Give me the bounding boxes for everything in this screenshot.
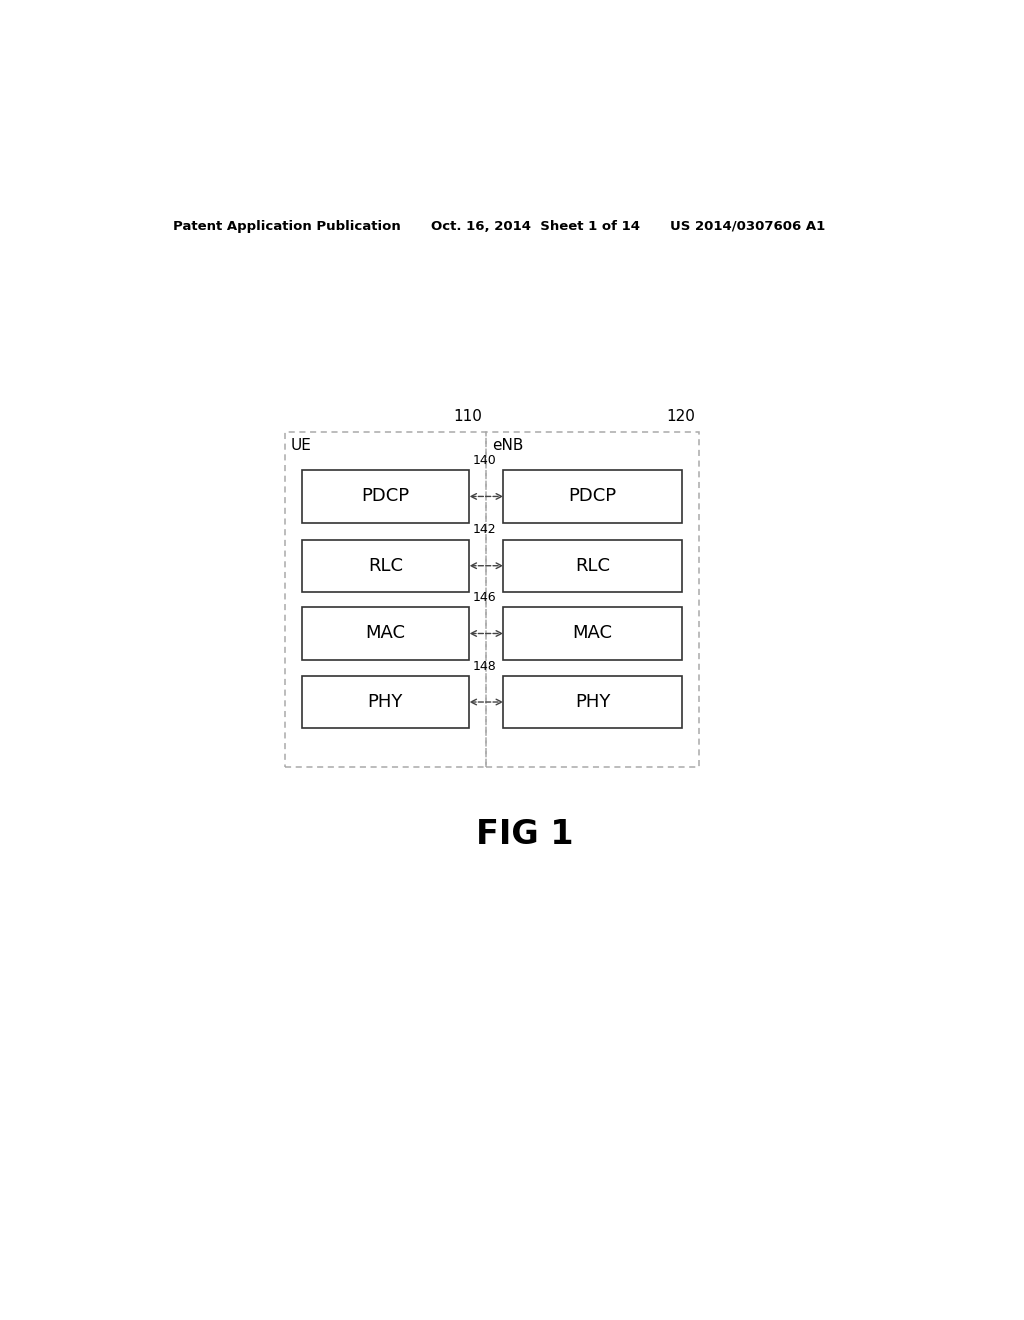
Bar xyxy=(301,607,469,660)
Text: Oct. 16, 2014  Sheet 1 of 14: Oct. 16, 2014 Sheet 1 of 14 xyxy=(431,219,640,232)
Text: PDCP: PDCP xyxy=(361,487,410,506)
Text: PDCP: PDCP xyxy=(568,487,616,506)
Bar xyxy=(503,607,682,660)
Bar xyxy=(301,470,469,523)
Bar xyxy=(301,540,469,591)
Text: RLC: RLC xyxy=(575,557,610,574)
Text: US 2014/0307606 A1: US 2014/0307606 A1 xyxy=(670,219,824,232)
Text: RLC: RLC xyxy=(368,557,402,574)
Text: MAC: MAC xyxy=(366,624,406,643)
Text: 146: 146 xyxy=(472,591,496,605)
Bar xyxy=(503,676,682,729)
Text: PHY: PHY xyxy=(574,693,610,711)
Text: 120: 120 xyxy=(666,409,695,424)
Text: 140: 140 xyxy=(472,454,497,467)
Bar xyxy=(301,676,469,729)
Text: eNB: eNB xyxy=(493,438,524,453)
Text: 110: 110 xyxy=(454,409,482,424)
Text: 148: 148 xyxy=(472,660,497,673)
Bar xyxy=(503,540,682,591)
Text: Patent Application Publication: Patent Application Publication xyxy=(173,219,400,232)
Text: UE: UE xyxy=(291,438,311,453)
Text: MAC: MAC xyxy=(572,624,612,643)
Text: 142: 142 xyxy=(472,524,496,536)
Text: PHY: PHY xyxy=(368,693,403,711)
Bar xyxy=(503,470,682,523)
Text: FIG 1: FIG 1 xyxy=(476,818,573,851)
